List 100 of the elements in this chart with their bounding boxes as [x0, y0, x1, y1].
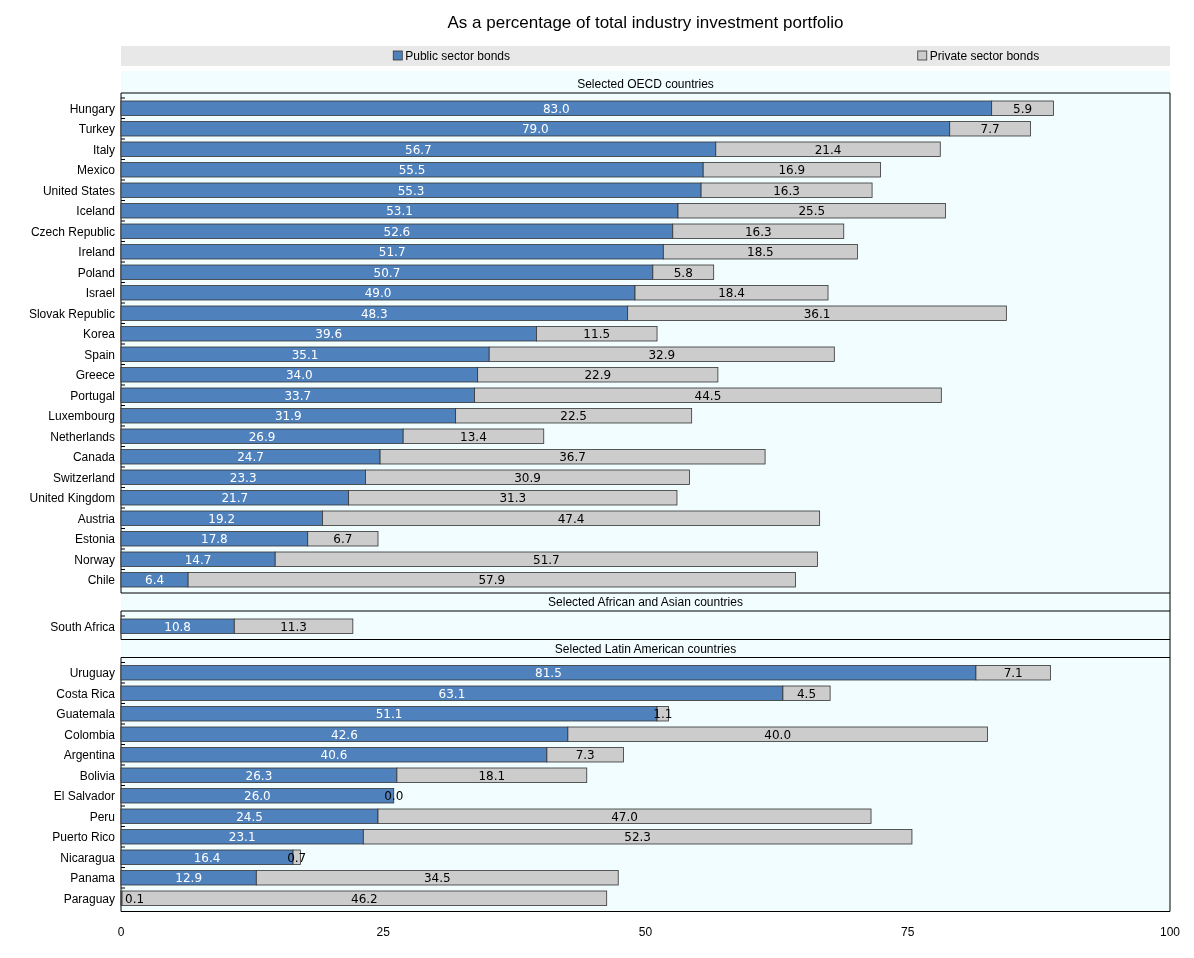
- data-label: 40.0: [764, 727, 792, 742]
- y-tick-label: Turkey: [78, 122, 115, 137]
- chart-subtitle: Selected OECD countries: [577, 77, 714, 91]
- data-label: 0.0: [384, 789, 404, 804]
- data-label: 81.5: [535, 666, 562, 681]
- data-label: 7.7: [980, 122, 1000, 137]
- data-label: 47.0: [611, 809, 638, 824]
- y-tick-label: Guatemala: [56, 707, 116, 722]
- y-tick-label: Hungary: [69, 101, 115, 116]
- y-tick-label: Ireland: [78, 245, 115, 260]
- data-label: 31.3: [499, 491, 527, 506]
- data-label: 34.5: [423, 871, 451, 886]
- data-label: 21.7: [221, 491, 249, 506]
- y-tick-label: Colombia: [64, 727, 116, 742]
- y-tick-label: Iceland: [76, 204, 115, 219]
- data-label: 79.0: [522, 122, 549, 137]
- data-label: 42.6: [331, 727, 358, 742]
- y-tick-label: El Salvador: [53, 789, 115, 804]
- y-tick-label: Switzerland: [52, 470, 115, 485]
- data-label: 40.6: [320, 748, 348, 763]
- data-label: 32.9: [648, 347, 676, 362]
- y-tick-label: South Africa: [50, 619, 116, 634]
- data-label: 51.1: [375, 707, 403, 722]
- legend-label: Private sector bonds: [929, 49, 1040, 63]
- chart-title: As a percentage of total industry investment portfolio: [447, 13, 844, 32]
- data-label: 26.9: [248, 429, 276, 444]
- y-tick-label: Estonia: [74, 532, 116, 547]
- data-label: 13.4: [460, 429, 487, 444]
- y-tick-label: Peru: [89, 809, 115, 824]
- data-label: 16.3: [773, 183, 800, 198]
- y-tick-label: Portugal: [70, 388, 115, 403]
- data-label: 44.5: [694, 388, 722, 403]
- chart-subtitle: Selected Latin American countries: [554, 641, 737, 656]
- data-label: 5.8: [673, 265, 693, 280]
- x-tick-label: 50: [638, 924, 653, 939]
- data-label: 16.9: [778, 163, 806, 178]
- x-tick-label: 25: [376, 924, 391, 939]
- data-label: 4.5: [796, 686, 817, 701]
- data-label: 36.1: [803, 306, 831, 321]
- y-tick-label: Norway: [74, 552, 115, 567]
- y-tick-label: Luxembourg: [48, 409, 115, 424]
- data-label: 55.5: [398, 163, 426, 178]
- y-tick-label: Austria: [77, 511, 116, 526]
- data-label: 16.3: [744, 224, 772, 239]
- y-tick-label: Mexico: [76, 163, 116, 178]
- chart-subtitle: Selected African and Asian countries: [548, 595, 743, 609]
- y-tick-label: Panama: [70, 871, 116, 886]
- data-label: 26.3: [245, 768, 273, 783]
- y-tick-label: Paraguay: [63, 891, 115, 906]
- y-tick-label: Canada: [72, 450, 116, 465]
- data-label: 21.4: [814, 142, 842, 157]
- data-label: 18.4: [718, 286, 745, 301]
- data-label: 51.7: [533, 552, 560, 567]
- y-tick-label: Bolivia: [79, 768, 116, 783]
- y-tick-label: Poland: [77, 265, 115, 280]
- data-label: 36.7: [559, 450, 586, 465]
- data-label: 6.7: [333, 532, 353, 547]
- y-tick-label: Korea: [82, 327, 116, 342]
- data-label: 24.7: [237, 450, 264, 465]
- data-label: 39.6: [315, 327, 343, 342]
- legend-label: Public sector bonds: [405, 49, 510, 63]
- data-label: 53.1: [386, 204, 413, 219]
- y-tick-label: Nicaragua: [60, 850, 116, 865]
- data-label: 30.9: [514, 470, 541, 485]
- data-label: 83.0: [542, 101, 570, 116]
- data-label: 49.0: [364, 286, 392, 301]
- data-label: 47.4: [557, 511, 585, 526]
- data-label: 26.0: [244, 789, 271, 804]
- x-tick-label: 0: [117, 924, 125, 939]
- data-label: 52.6: [383, 224, 411, 239]
- data-label: 31.9: [274, 409, 302, 424]
- y-tick-label: Chile: [87, 573, 116, 588]
- y-tick-label: Puerto Rico: [52, 830, 116, 845]
- y-tick-label: Spain: [84, 347, 115, 362]
- data-label: 57.9: [478, 573, 506, 588]
- y-tick-label: Costa Rica: [56, 686, 116, 701]
- data-label: 23.1: [228, 830, 256, 845]
- data-label: 5.9: [1013, 101, 1033, 116]
- data-label: 18.1: [478, 768, 506, 783]
- data-label: 24.5: [236, 809, 263, 824]
- data-label: 12.9: [175, 871, 203, 886]
- data-label: 50.7: [373, 265, 401, 280]
- data-label: 17.8: [201, 532, 228, 547]
- data-label: 14.7: [184, 552, 212, 567]
- data-label: 55.3: [397, 183, 425, 198]
- data-label: 18.5: [747, 245, 774, 260]
- y-tick-label: United States: [42, 183, 115, 198]
- data-label: 35.1: [291, 347, 319, 362]
- y-tick-label: Italy: [92, 142, 115, 157]
- data-label: 48.3: [360, 306, 388, 321]
- data-label: 11.3: [280, 619, 307, 634]
- y-tick-label: United Kingdom: [29, 491, 115, 506]
- data-label: 51.7: [378, 245, 406, 260]
- data-label: 46.2: [351, 891, 378, 906]
- data-label: 10.8: [164, 619, 192, 634]
- data-label: 11.5: [583, 327, 611, 342]
- y-tick-label: Czech Republic: [30, 224, 115, 239]
- y-tick-label: Slovak Republic: [28, 306, 115, 321]
- y-tick-label: Israel: [85, 286, 115, 301]
- x-tick-label: 100: [1159, 924, 1181, 939]
